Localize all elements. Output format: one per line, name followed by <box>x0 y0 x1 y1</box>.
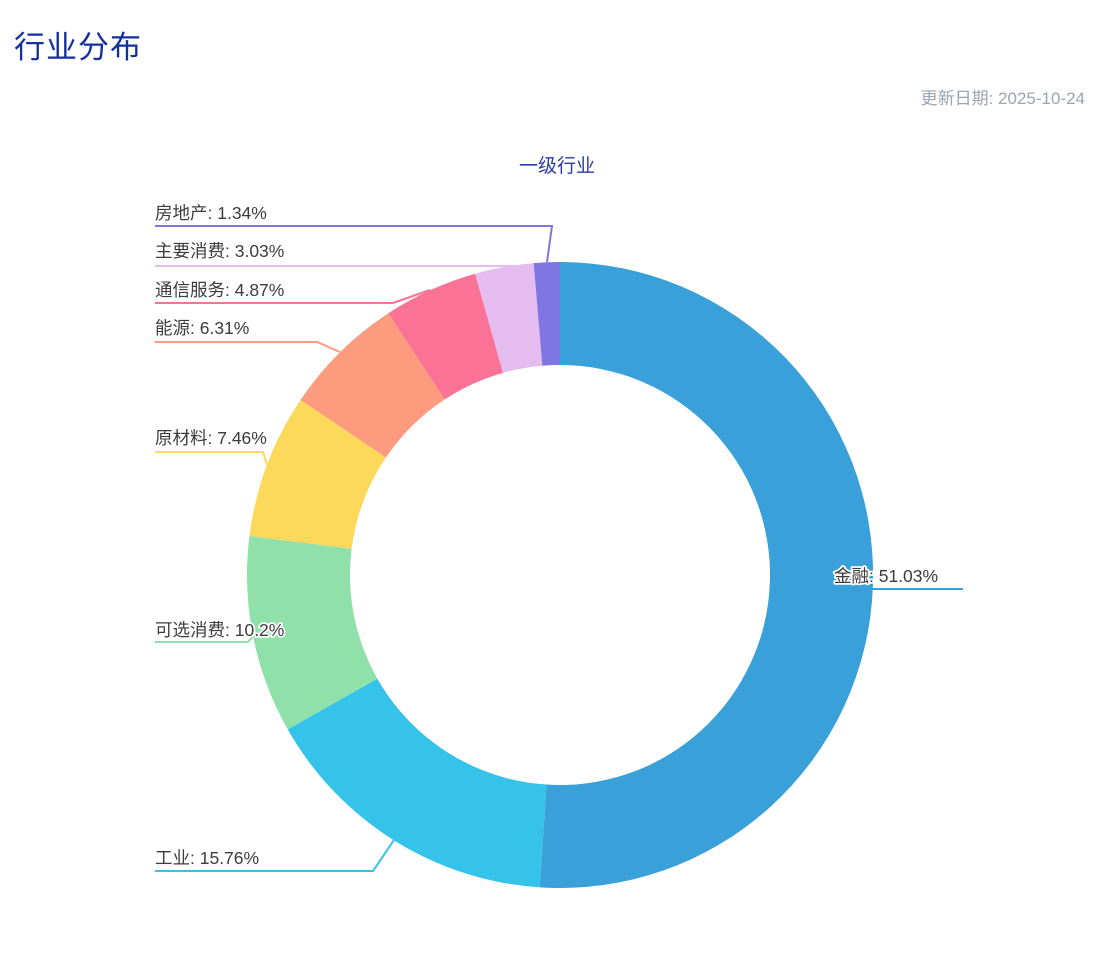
label-line-communication-services <box>155 289 431 304</box>
label-line-consumer-discretionary <box>155 635 254 643</box>
pie-slice-industrials[interactable] <box>287 678 547 888</box>
pie-label-lines-group <box>155 225 963 872</box>
pie-slice-consumer-staples[interactable] <box>475 263 543 373</box>
pie-label-consumer-discretionary: 可选消费: 10.2% <box>155 620 284 640</box>
pie-slices-group <box>246 262 874 888</box>
chart-title: 一级行业 <box>519 155 595 177</box>
pie-slice-energy[interactable] <box>300 313 445 458</box>
pie-slice-finance[interactable] <box>539 262 874 888</box>
pie-label-communication-services: 通信服务: 4.87% <box>155 280 284 300</box>
label-line-industrials <box>155 839 395 872</box>
pie-slice-communication-services[interactable] <box>388 273 504 400</box>
pie-slice-consumer-discretionary[interactable] <box>246 535 378 730</box>
pie-label-energy: 能源: 6.31% <box>155 318 249 338</box>
page-title: 行业分布 <box>14 30 142 65</box>
pie-label-consumer-staples: 主要消费: 3.03% <box>155 241 284 261</box>
pie-slice-real-estate[interactable] <box>533 262 560 366</box>
pie-label-finance: 金融: 51.03% <box>834 566 938 586</box>
label-line-materials <box>155 451 268 466</box>
label-line-real-estate <box>155 225 554 263</box>
pie-label-materials: 原材料: 7.46% <box>155 428 267 448</box>
label-line-energy <box>155 341 341 353</box>
update-date: 更新日期: 2025-10-24 <box>920 89 1085 108</box>
pie-label-real-estate: 房地产: 1.34% <box>155 203 267 223</box>
pie-labels-group: 金融: 51.03% 工业: 15.76% 可选消费: 10.2% 原材料: 7.46… <box>153 201 940 870</box>
label-line-consumer-staples <box>155 265 517 268</box>
pie-label-industrials: 工业: 15.76% <box>155 848 259 868</box>
pie-slice-materials[interactable] <box>249 399 386 549</box>
